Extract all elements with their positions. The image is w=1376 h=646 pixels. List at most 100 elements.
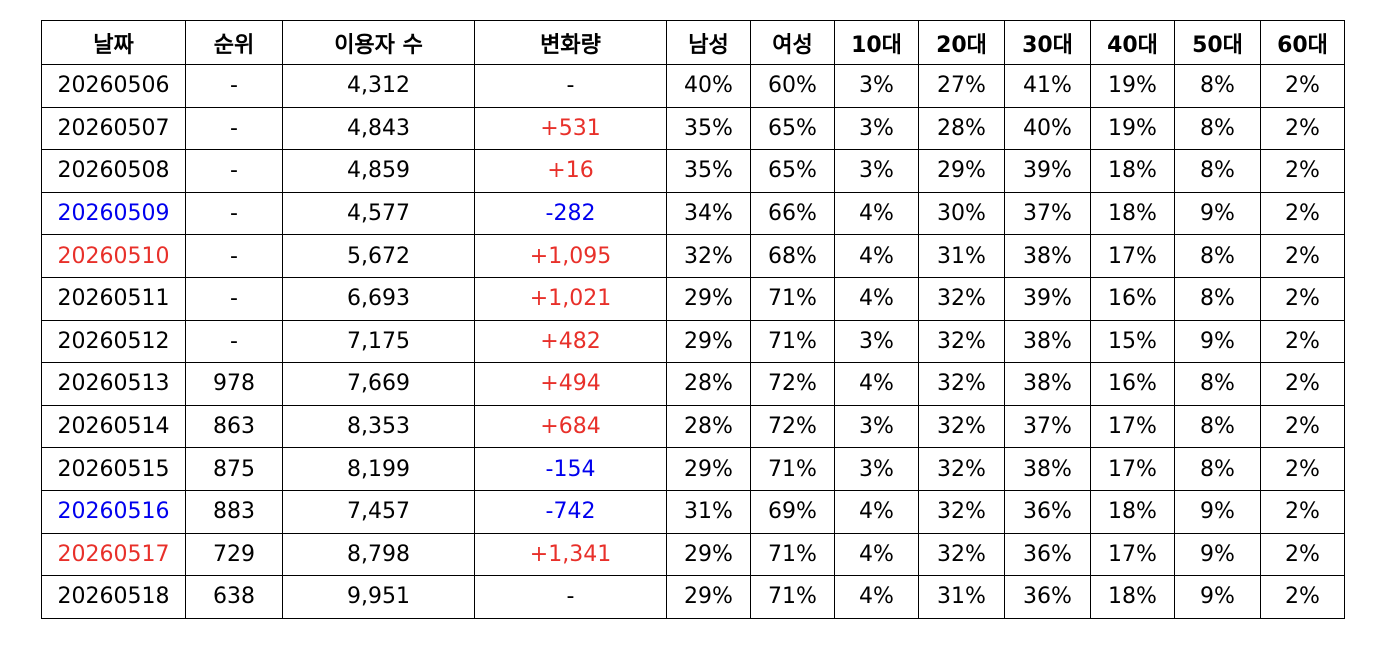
table-cell: 15% xyxy=(1090,319,1175,364)
table-cell: 9% xyxy=(1174,575,1261,619)
table-cell: 29% xyxy=(666,575,751,619)
table-cell: 16% xyxy=(1090,276,1175,321)
table-cell: 66% xyxy=(750,191,835,236)
change-cell: -282 xyxy=(474,191,667,236)
table-cell: 7,175 xyxy=(282,319,475,364)
table-cell: 17% xyxy=(1090,234,1175,278)
table-cell: 37% xyxy=(1004,191,1091,236)
table-cell: 40% xyxy=(666,64,751,108)
table-cell: 18% xyxy=(1090,149,1175,193)
table-cell: 2% xyxy=(1260,575,1345,619)
table-cell: 29% xyxy=(666,447,751,491)
date-cell: 20260514 xyxy=(41,404,186,449)
table-cell: 4,312 xyxy=(282,64,475,108)
table-cell: 2% xyxy=(1260,149,1345,193)
change-cell: +1,095 xyxy=(474,234,667,278)
change-cell: +482 xyxy=(474,319,667,364)
table-cell: 36% xyxy=(1004,532,1091,577)
table-row: 20260510-5,672 +1,095 32% 68% 4% 31% 38% 17% 8% 2… xyxy=(41,234,1345,278)
date-cell: 20260517 xyxy=(41,532,186,577)
table-cell: 28% xyxy=(666,362,751,406)
table-cell: 8% xyxy=(1174,234,1261,278)
table-cell: 32% xyxy=(918,319,1005,364)
table-cell: 4% xyxy=(834,362,919,406)
table-cell: 9% xyxy=(1174,489,1261,534)
table-cell: 17% xyxy=(1090,532,1175,577)
table-cell: 17% xyxy=(1090,447,1175,491)
change-cell: +1,021 xyxy=(474,276,667,321)
table-cell: 3% xyxy=(834,64,919,108)
table-cell: 729 xyxy=(185,532,283,577)
header-cell: 20대 xyxy=(918,20,1005,65)
table-cell: 28% xyxy=(918,106,1005,151)
table-cell: 638 xyxy=(185,575,283,619)
date-cell: 20260509 xyxy=(41,191,186,236)
table-cell: 4,843 xyxy=(282,106,475,151)
table-cell: 2% xyxy=(1260,64,1345,108)
table-cell: 32% xyxy=(918,404,1005,449)
table-cell: - xyxy=(185,191,283,236)
table-cell: 35% xyxy=(666,106,751,151)
table-row: 20260517 729 8,798 +1,341 29% 71% 4% 32% 36% 17% 9… xyxy=(41,532,1345,577)
table-cell: 8,798 xyxy=(282,532,475,577)
table-cell: 2% xyxy=(1260,404,1345,449)
table-row: 20260512-7,175 +482 29% 71% 3% 32% 38% 15% 9% 2% xyxy=(41,319,1345,364)
header-cell: 순위 xyxy=(185,20,283,65)
header-cell: 50대 xyxy=(1174,20,1261,65)
header-cell: 40대 xyxy=(1090,20,1175,65)
table-cell: - xyxy=(185,149,283,193)
table-cell: 29% xyxy=(666,319,751,364)
header-cell: 이용자 수 xyxy=(282,20,475,65)
table-cell: - xyxy=(185,319,283,364)
table-cell: 7,457 xyxy=(282,489,475,534)
header-row: 날짜 순위 이용자 수 변화량 남성 여성 10대 20대 30대 40대 50대 60대 xyxy=(41,20,1345,65)
table-cell: 6,693 xyxy=(282,276,475,321)
table-cell: 38% xyxy=(1004,447,1091,491)
table-cell: 8,353 xyxy=(282,404,475,449)
table-cell: 32% xyxy=(918,489,1005,534)
table-cell: 8% xyxy=(1174,362,1261,406)
table-row: 20260506-4,312-40% 60% 3% 27% 41% 19% 8% 2% xyxy=(41,64,1345,108)
table-cell: 3% xyxy=(834,319,919,364)
table-cell: 9% xyxy=(1174,191,1261,236)
table-cell: 71% xyxy=(750,319,835,364)
header-cell: 남성 xyxy=(666,20,751,65)
table-cell: 4% xyxy=(834,191,919,236)
table-cell: 4% xyxy=(834,575,919,619)
date-cell: 20260518 xyxy=(41,575,186,619)
table-cell: - xyxy=(185,106,283,151)
table-cell: 65% xyxy=(750,149,835,193)
table-cell: 40% xyxy=(1004,106,1091,151)
table-cell: 3% xyxy=(834,149,919,193)
table-cell: 978 xyxy=(185,362,283,406)
date-cell: 20260515 xyxy=(41,447,186,491)
table-cell: 9,951 xyxy=(282,575,475,619)
change-cell: +1,341 xyxy=(474,532,667,577)
table-cell: 18% xyxy=(1090,489,1175,534)
table-cell: 29% xyxy=(666,532,751,577)
table-cell: 4,577 xyxy=(282,191,475,236)
table-cell: 863 xyxy=(185,404,283,449)
table-row: 20260509-4,577 -282 34% 66% 4% 30% 37% 18% 9% 2% xyxy=(41,191,1345,236)
table-cell: 8% xyxy=(1174,64,1261,108)
table-cell: 36% xyxy=(1004,489,1091,534)
data-table: 날짜 순위 이용자 수 변화량 남성 여성 10대 20대 30대 40대 50대 60대 20260… xyxy=(41,20,1345,619)
table-row: 20260507-4,843 +531 35% 65% 3% 28% 40% 19% 8% 2% xyxy=(41,106,1345,151)
table-cell: 71% xyxy=(750,447,835,491)
table-cell: 16% xyxy=(1090,362,1175,406)
table-cell: 8% xyxy=(1174,149,1261,193)
table-cell: 28% xyxy=(666,404,751,449)
table-cell: 35% xyxy=(666,149,751,193)
date-cell: 20260507 xyxy=(41,106,186,151)
table-cell: 2% xyxy=(1260,191,1345,236)
table-cell: 71% xyxy=(750,532,835,577)
header-cell: 변화량 xyxy=(474,20,667,65)
table-row: 20260514 863 8,353 +684 28% 72% 3% 32% 37% 17% 8% 2… xyxy=(41,404,1345,449)
table-cell: 9% xyxy=(1174,532,1261,577)
table-cell: 2% xyxy=(1260,447,1345,491)
date-cell: 20260516 xyxy=(41,489,186,534)
table-cell: 4,859 xyxy=(282,149,475,193)
table-cell: 2% xyxy=(1260,362,1345,406)
table-cell: - xyxy=(185,276,283,321)
change-cell: - xyxy=(474,64,667,108)
